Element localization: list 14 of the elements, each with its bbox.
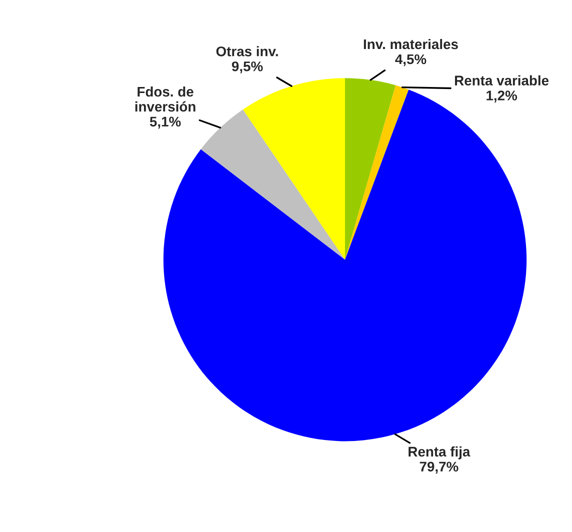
data-label: 9,5% (232, 61, 263, 74)
slice-label: Fdos. de inversión (135, 86, 196, 112)
pie-slice (345, 78, 396, 260)
pie-slice (345, 85, 409, 260)
slice-label: Inv. materiales (364, 38, 458, 50)
data-label: 1,2% (486, 90, 518, 102)
slice-label: Renta variable (455, 75, 549, 86)
slice-label: Otras inv. (216, 46, 278, 56)
pie-slice (200, 109, 346, 260)
pie-slice (242, 78, 346, 260)
data-label: 4,5% (395, 54, 426, 66)
data-label: 5,1% (150, 116, 181, 129)
data-label: 79,7% (420, 462, 458, 474)
slice-label: Renta fija (408, 446, 470, 460)
